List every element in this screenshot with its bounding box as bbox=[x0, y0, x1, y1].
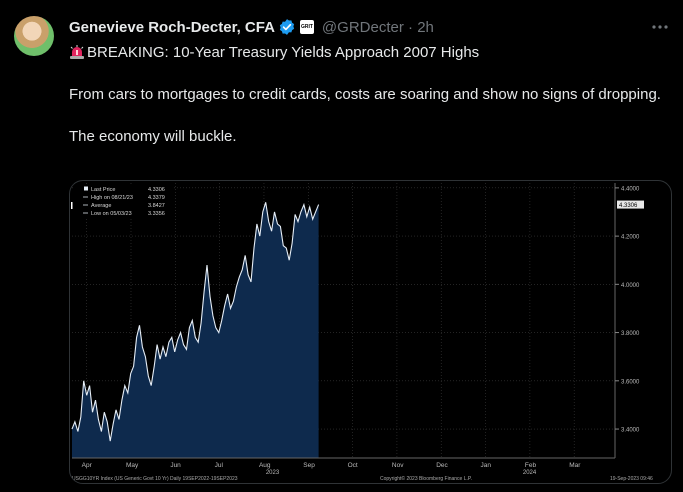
tweet-headline: BREAKING: 10-Year Treasury Yields Approa… bbox=[69, 42, 669, 63]
y-tick-label: 4.4000 bbox=[621, 186, 640, 192]
last-price-tag-bg bbox=[617, 200, 644, 209]
x-tick-label: Jul bbox=[215, 462, 224, 469]
y-tick-label: 3.8000 bbox=[621, 331, 640, 337]
verified-badge-icon bbox=[279, 19, 295, 35]
y-tick-label: 4.0000 bbox=[621, 283, 640, 289]
legend-label: Last Price bbox=[91, 187, 115, 193]
tweet-paragraph: From cars to mortgages to credit cards, … bbox=[69, 86, 661, 103]
cursor-marker bbox=[71, 202, 73, 209]
org-badge[interactable]: GRIT bbox=[299, 20, 314, 34]
yield-chart: 4.4000 4.2000 4.0000 3.8000 3.6000 3.4000 4.33… bbox=[71, 183, 653, 482]
x-tick-label: Dec bbox=[436, 462, 448, 469]
legend-box bbox=[74, 185, 174, 219]
author-name[interactable]: Genevieve Roch-Decter, CFA bbox=[69, 18, 275, 36]
author-handle[interactable]: @GRDecter · 2h bbox=[321, 18, 434, 36]
x-tick-label: Apr bbox=[82, 462, 93, 469]
legend-label: High on 08/21/23 bbox=[91, 195, 133, 201]
chart-footer-copyright: Copyright© 2023 Bloomberg Finance L.P. bbox=[380, 475, 472, 482]
legend-label: Low on 05/03/23 bbox=[91, 211, 132, 217]
legend-value: 4.3306 bbox=[148, 187, 165, 193]
x-tick-label: Mar bbox=[569, 462, 581, 469]
x-tick-label: Sep bbox=[303, 462, 315, 469]
chart-footer-source: USGG10YR Index (US Generic Govt 10 Yr) D… bbox=[72, 476, 238, 482]
x-tick-label: Jan bbox=[481, 462, 492, 469]
tweet-header: Genevieve Roch-Decter, CFA GRIT @GRDecte… bbox=[69, 17, 434, 37]
y-tick-label: 4.2000 bbox=[621, 235, 640, 241]
x-tick-label: Nov bbox=[392, 462, 404, 469]
chart-footer-timestamp: 19-Sep-2023 09:46 bbox=[610, 476, 653, 482]
x-tick-label: May bbox=[126, 462, 139, 469]
tweet-media-chart[interactable]: 4.4000 4.2000 4.0000 3.8000 3.6000 3.4000 4.33… bbox=[69, 180, 672, 484]
legend-label: Average bbox=[91, 203, 111, 209]
x-tick-label: Jun bbox=[170, 462, 181, 469]
series-line bbox=[71, 202, 320, 442]
series-area bbox=[72, 202, 319, 458]
last-price-tag: 4.3306 bbox=[619, 203, 638, 209]
legend-value: 3.8427 bbox=[148, 203, 165, 209]
x-year-label: 2024 bbox=[523, 470, 537, 476]
legend-marker bbox=[84, 186, 88, 191]
legend-value: 4.3379 bbox=[148, 195, 165, 201]
x-tick-label: Aug bbox=[259, 462, 271, 469]
x-tick-label: Oct bbox=[348, 462, 358, 469]
y-tick-label: 3.6000 bbox=[621, 379, 640, 385]
tweet-text: BREAKING: 10-Year Treasury Yields Approa… bbox=[69, 42, 669, 147]
avatar[interactable] bbox=[14, 16, 54, 56]
tweet-paragraph: The economy will buckle. bbox=[69, 128, 237, 145]
x-tick-label: Feb bbox=[525, 462, 537, 469]
tweet-time: 2h bbox=[417, 18, 434, 36]
more-options-icon[interactable] bbox=[649, 18, 671, 36]
x-year-label: 2023 bbox=[266, 470, 280, 476]
y-tick-label: 3.4000 bbox=[621, 428, 640, 434]
legend-value: 3.3356 bbox=[148, 211, 165, 217]
siren-emoji-icon bbox=[70, 45, 84, 59]
